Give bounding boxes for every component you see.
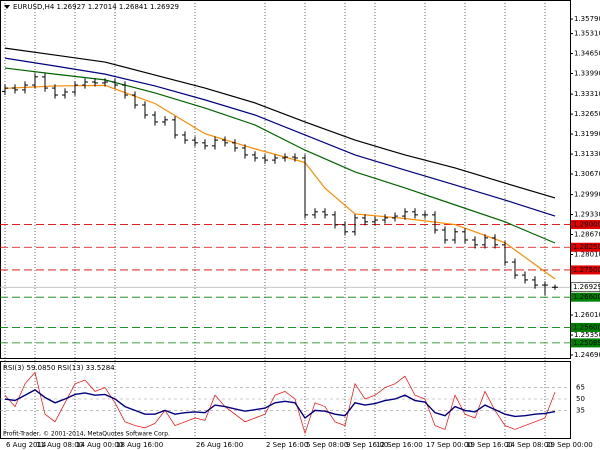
level-label: 1.28250 <box>573 243 600 251</box>
footer: Profit-Trader, © 2001-2014, MetaQuotes S… <box>3 431 170 438</box>
y-tick-label: 1.29330 <box>574 211 600 219</box>
y-tick-label: 1.25350 <box>574 331 600 339</box>
level-label: 1.25600 <box>573 323 600 331</box>
y-tick-label: 1.34650 <box>574 50 600 58</box>
current-price-label: 1.26929 <box>573 283 600 291</box>
level-label: 1.27500 <box>573 266 600 274</box>
y-tick-label: 1.26010 <box>574 311 600 319</box>
y-tick-label: 1.35310 <box>574 30 600 38</box>
x-tick-label: 2 Sep 16:00 <box>266 441 308 449</box>
x-tick-label: 17 Sep 00:00 <box>426 441 473 449</box>
level-label: 1.29000 <box>573 221 600 229</box>
level-label-box <box>571 292 600 302</box>
level-label: 1.25089 <box>573 339 600 347</box>
x-tick-label: 19 Sep 16:00 <box>466 441 513 449</box>
y-tick-label: 1.30670 <box>574 170 600 178</box>
x-tick-label: 29 Sep 00:00 <box>546 441 593 449</box>
level-label-box <box>571 265 600 275</box>
y-tick-label: 1.35790 <box>574 15 600 23</box>
y-tick-label: 1.31990 <box>574 130 600 138</box>
x-tick-label: 9 Sep 16:00 <box>346 441 388 449</box>
rsi-line <box>4 371 556 435</box>
moving-average <box>4 57 556 217</box>
y-tick-label: 50 <box>576 395 585 403</box>
y-tick-label: 35 <box>576 406 585 414</box>
rsi-line <box>4 389 556 420</box>
y-tick-label: 65 <box>576 384 585 392</box>
x-tick-label: 18 Aug 16:00 <box>116 441 163 449</box>
x-tick-label: 12 Sep 16:00 <box>376 441 423 449</box>
level-label: 1.26600 <box>573 293 600 301</box>
symbol-menu-icon[interactable] <box>4 5 10 9</box>
y-tick-label: 1.33990 <box>574 70 600 78</box>
x-tick-label: 14 Aug 00:00 <box>76 441 123 449</box>
y-tick-label: 1.31330 <box>574 150 600 158</box>
x-tick-label: 5 Sep 08:00 <box>306 441 348 449</box>
level-label-box <box>571 242 600 252</box>
rsi-panel-frame <box>0 361 571 439</box>
x-tick-label: 26 Aug 16:00 <box>196 441 243 449</box>
x-tick-label: 11 Aug 08:00 <box>36 441 83 449</box>
y-tick-label: 1.24690 <box>574 351 600 359</box>
x-tick-label: 24 Sep 08:00 <box>506 441 553 449</box>
x-tick-label: 6 Aug 2014 <box>6 441 47 449</box>
moving-average <box>4 67 556 244</box>
y-tick-label: 1.32650 <box>574 110 600 118</box>
y-tick-label: 1.28010 <box>574 251 600 259</box>
level-label-box <box>571 338 600 348</box>
y-tick-label: 1.33310 <box>574 90 600 98</box>
level-label-box <box>571 220 600 230</box>
y-tick-label: 1.29990 <box>574 191 600 199</box>
main-panel-frame <box>0 0 571 359</box>
current-price-box <box>570 282 600 293</box>
moving-average <box>4 47 556 199</box>
y-tick-label: 1.28670 <box>574 231 600 239</box>
rsi-title: RSI(3) 59.0850 RSI(13) 33.5284 <box>3 364 115 372</box>
level-label-box <box>571 322 600 332</box>
main-title: EURUSD,H4 1.26927 1.27014 1.26841 1.2692… <box>13 3 179 11</box>
